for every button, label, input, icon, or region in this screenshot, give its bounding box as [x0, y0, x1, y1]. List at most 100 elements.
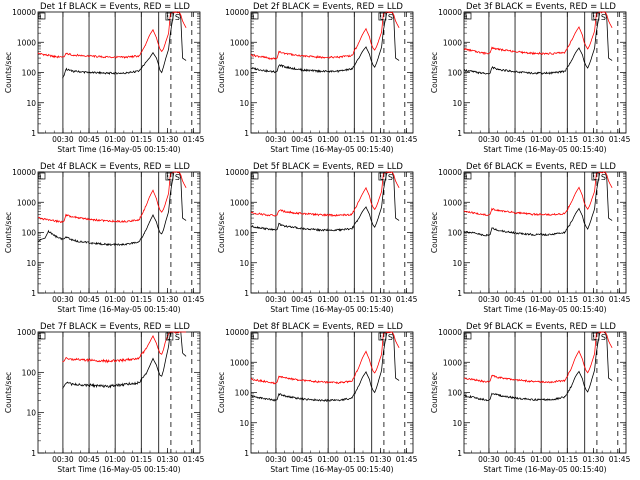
y-tick-label: 100 — [22, 368, 37, 377]
panel-2: Det 2f BLACK = Events, RED = LLD 1 10 100 10… — [217, 2, 418, 154]
x-tick-label: 01:30 — [583, 135, 605, 144]
x-tick-label: 00:45 — [504, 455, 526, 464]
lld-series-line — [250, 331, 400, 385]
y-tick-label: 1000 — [230, 358, 249, 367]
x-tick-label: 01:00 — [317, 455, 339, 464]
x-tick-label: 00:45 — [78, 455, 100, 464]
x-tick-label: 01:30 — [370, 135, 392, 144]
x-tick-label: 01:00 — [530, 455, 552, 464]
events-series-line — [250, 170, 400, 232]
events-series-line — [463, 331, 613, 402]
corner-marker-label: L — [253, 13, 257, 21]
x-tick-label: 01:30 — [370, 295, 392, 304]
x-tick-label: 00:30 — [265, 295, 287, 304]
x-tick-label: 01:15 — [556, 135, 578, 144]
corner-marker-box — [464, 172, 472, 180]
y-tick-label: 1000 — [17, 328, 36, 337]
corner-marker-box — [464, 12, 472, 20]
lld-series-line — [463, 331, 613, 384]
x-tick-label: 01:30 — [157, 455, 179, 464]
y-tick-label: 10 — [239, 259, 249, 268]
y-tick-label: 10 — [26, 409, 36, 418]
x-tick-label: 00:45 — [504, 295, 526, 304]
x-tick-label: 00:45 — [78, 295, 100, 304]
x-tick-label: 01:30 — [370, 455, 392, 464]
y-tick-label: 1000 — [443, 198, 462, 207]
corner-marker-label: L — [593, 334, 597, 342]
lld-series-line — [463, 11, 613, 56]
corner-marker-box — [38, 12, 46, 20]
corner-marker-label: S — [175, 13, 180, 22]
x-tick-label: 00:30 — [478, 295, 500, 304]
x-axis-label: Start Time (16-May-05 00:15:40) — [483, 465, 606, 474]
y-tick-label: 1000 — [17, 198, 36, 207]
corner-marker-box — [165, 332, 174, 341]
corner-marker-label: S — [388, 173, 393, 182]
x-tick-label: 01:00 — [317, 295, 339, 304]
plot-frame — [37, 171, 201, 294]
corner-marker-box — [165, 172, 174, 181]
y-axis-label: Counts/sec — [4, 212, 13, 253]
panel-title: Det 5f BLACK = Events, RED = LLD — [253, 162, 403, 172]
x-tick-label: 01:00 — [530, 295, 552, 304]
x-tick-label: 01:15 — [556, 455, 578, 464]
x-tick-label: 00:30 — [478, 455, 500, 464]
x-tick-label: 00:30 — [52, 295, 74, 304]
x-tick-label: 01:00 — [104, 295, 126, 304]
lld-series-line — [62, 331, 187, 364]
panel-title: Det 7f BLACK = Events, RED = LLD — [40, 322, 190, 332]
x-tick-label: 01:00 — [104, 455, 126, 464]
x-axis-label: Start Time (16-May-05 00:15:40) — [270, 145, 393, 154]
plot-frame — [463, 331, 627, 454]
y-tick-label: 10000 — [438, 328, 462, 337]
x-tick-label: 00:30 — [52, 455, 74, 464]
plot-frame — [250, 171, 414, 294]
x-tick-label: 01:30 — [583, 455, 605, 464]
x-tick-label: 01:45 — [609, 295, 631, 304]
y-tick-label: 1 — [31, 449, 36, 458]
corner-marker-label: S — [601, 173, 606, 182]
corner-marker-label: L — [466, 13, 470, 21]
events-series-line — [250, 331, 400, 402]
lld-series-line — [37, 11, 187, 59]
y-axis-label: Counts/sec — [217, 52, 226, 93]
panel-title: Det 2f BLACK = Events, RED = LLD — [253, 2, 403, 12]
x-tick-label: 01:45 — [396, 455, 418, 464]
y-tick-label: 10 — [239, 419, 249, 428]
y-axis-label: Counts/sec — [217, 372, 226, 413]
y-tick-label: 1000 — [17, 38, 36, 47]
y-tick-label: 1 — [457, 289, 462, 298]
corner-marker-label: L — [466, 333, 470, 341]
lld-series-line — [38, 171, 187, 224]
lld-series-line — [463, 171, 613, 217]
corner-marker-box — [591, 172, 600, 181]
y-tick-label: 100 — [235, 229, 250, 238]
y-tick-label: 100 — [235, 389, 250, 398]
x-tick-label: 00:45 — [291, 135, 313, 144]
y-tick-label: 100 — [448, 389, 463, 398]
x-axis-label: Start Time (16-May-05 00:15:40) — [57, 465, 180, 474]
corner-marker-box — [165, 12, 174, 21]
panel-title: Det 3f BLACK = Events, RED = LLD — [466, 2, 616, 12]
corner-marker-label: L — [167, 174, 171, 182]
panel-title: Det 9f BLACK = Events, RED = LLD — [466, 322, 616, 332]
panel-5: Det 5f BLACK = Events, RED = LLD 1 10 100 10… — [217, 162, 418, 314]
corner-marker-label: L — [593, 14, 597, 22]
x-tick-label: 00:30 — [265, 455, 287, 464]
y-tick-label: 10 — [239, 99, 249, 108]
x-axis-label: Start Time (16-May-05 00:15:40) — [57, 305, 180, 314]
y-axis-label: Counts/sec — [217, 212, 226, 253]
x-tick-label: 00:45 — [78, 135, 100, 144]
y-tick-label: 10 — [452, 99, 462, 108]
panel-3: Det 3f BLACK = Events, RED = LLD 1 10 100 10… — [430, 2, 631, 154]
panel-9: Det 9f BLACK = Events, RED = LLD 1 10 100 10… — [430, 322, 631, 474]
x-tick-label: 00:45 — [291, 295, 313, 304]
corner-marker-label: S — [601, 13, 606, 22]
y-tick-label: 1000 — [230, 198, 249, 207]
corner-marker-label: L — [380, 334, 384, 342]
corner-marker-label: S — [175, 173, 180, 182]
y-axis-label: Counts/sec — [430, 212, 439, 253]
corner-marker-box — [38, 172, 46, 180]
x-axis-label: Start Time (16-May-05 00:15:40) — [270, 305, 393, 314]
x-tick-label: 01:15 — [343, 135, 365, 144]
